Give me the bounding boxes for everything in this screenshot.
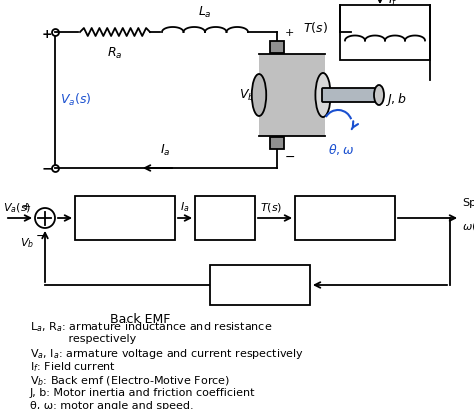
Text: $V_b$: $V_b$ (20, 236, 34, 250)
Text: $\tau_m s+1$: $\tau_m s+1$ (324, 222, 366, 236)
Text: V$_{b}$: Back emf (Electro-Motive Force): V$_{b}$: Back emf (Electro-Motive Force) (30, 374, 230, 388)
Text: $L_a$: $L_a$ (198, 5, 212, 20)
Text: +: + (42, 27, 52, 40)
Text: $V_a(s)$: $V_a(s)$ (3, 201, 31, 215)
Text: $\omega(s)$: $\omega(s)$ (462, 220, 474, 233)
Text: 1: 1 (120, 206, 129, 220)
Ellipse shape (315, 73, 330, 117)
Bar (295, 196, 395, 240)
Text: Speed: Speed (462, 198, 474, 208)
Text: $I_a$: $I_a$ (160, 143, 170, 158)
Bar (270, 41, 284, 53)
Text: −: − (285, 151, 295, 164)
Text: $T(s)$: $T(s)$ (303, 20, 328, 35)
Bar (259, 54, 325, 136)
Text: I$_{f}$: Field current: I$_{f}$: Field current (30, 360, 116, 374)
Bar (75, 196, 175, 240)
Text: J, b: Motor inertia and friction coefficient: J, b: Motor inertia and friction coeffic… (30, 387, 255, 398)
Text: $I_f$: $I_f$ (388, 0, 398, 8)
Text: $K_b$: $K_b$ (252, 279, 268, 294)
Ellipse shape (252, 74, 266, 116)
Text: $K_m$: $K_m$ (216, 212, 234, 227)
Text: $T(s)$: $T(s)$ (260, 201, 283, 214)
Text: $R_a$: $R_a$ (107, 46, 123, 61)
Text: L$_{a}$, R$_{a}$: armature inductance and resistance: L$_{a}$, R$_{a}$: armature inductance an… (30, 320, 273, 334)
Text: +: + (285, 28, 294, 38)
Text: θ, ω: motor angle and speed.: θ, ω: motor angle and speed. (30, 401, 193, 409)
Text: $V_b$: $V_b$ (239, 88, 255, 103)
Bar (210, 265, 310, 305)
Text: +: + (22, 202, 31, 212)
Text: respectively: respectively (30, 333, 136, 344)
Text: $J, b$: $J, b$ (385, 92, 407, 108)
Text: −: − (36, 230, 46, 243)
Text: $\tau_e s+1$: $\tau_e s+1$ (105, 222, 145, 236)
Text: V$_{a}$, I$_{a}$: armature voltage and current respectively: V$_{a}$, I$_{a}$: armature voltage and c… (30, 347, 304, 361)
Ellipse shape (374, 85, 384, 105)
Text: $V_a(s)$: $V_a(s)$ (60, 92, 91, 108)
Bar (195, 196, 255, 240)
Text: $I_a$: $I_a$ (180, 200, 190, 214)
FancyBboxPatch shape (322, 88, 376, 102)
Text: 1: 1 (340, 206, 349, 220)
Bar (340, 5, 430, 60)
Bar (270, 137, 284, 149)
Text: Back EMF: Back EMF (110, 313, 170, 326)
Text: −: − (41, 161, 53, 175)
Text: $\theta, \omega$: $\theta, \omega$ (328, 142, 354, 157)
